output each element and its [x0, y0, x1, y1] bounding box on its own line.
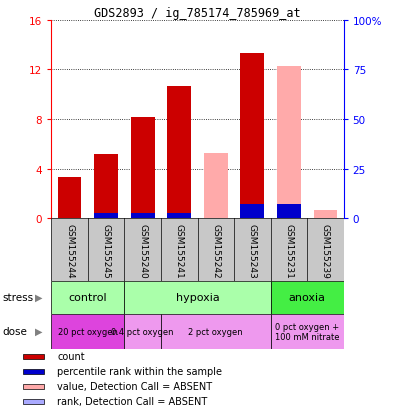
- Bar: [271, 281, 344, 314]
- Bar: [94, 154, 118, 219]
- Bar: [124, 314, 161, 349]
- Bar: [277, 204, 301, 219]
- Text: 0.4 pct oxygen: 0.4 pct oxygen: [111, 327, 174, 336]
- Text: GSM155231: GSM155231: [284, 224, 293, 279]
- Bar: [51, 281, 124, 314]
- Bar: [167, 86, 191, 219]
- Text: GSM155239: GSM155239: [321, 224, 330, 279]
- Bar: [241, 54, 264, 219]
- Bar: [23, 354, 44, 359]
- Bar: [23, 384, 44, 389]
- Bar: [124, 281, 271, 314]
- Text: GSM155240: GSM155240: [138, 224, 147, 278]
- Bar: [204, 153, 228, 219]
- Text: GSM155242: GSM155242: [211, 224, 220, 278]
- Bar: [131, 214, 154, 219]
- Text: GSM155245: GSM155245: [102, 224, 111, 278]
- Bar: [204, 215, 228, 219]
- Bar: [58, 178, 81, 219]
- Text: ▶: ▶: [35, 326, 42, 337]
- Bar: [241, 204, 264, 219]
- Text: GSM155243: GSM155243: [248, 224, 257, 278]
- Text: dose: dose: [2, 326, 27, 337]
- Text: hypoxia: hypoxia: [176, 292, 219, 302]
- Bar: [277, 66, 301, 219]
- Text: 0 pct oxygen +
100 mM nitrate: 0 pct oxygen + 100 mM nitrate: [275, 322, 339, 341]
- Text: count: count: [57, 351, 85, 361]
- Text: stress: stress: [2, 292, 33, 302]
- Text: GSM155241: GSM155241: [175, 224, 184, 278]
- Bar: [23, 369, 44, 374]
- Bar: [131, 117, 154, 219]
- Text: 2 pct oxygen: 2 pct oxygen: [188, 327, 243, 336]
- Text: GSM155244: GSM155244: [65, 224, 74, 278]
- Text: rank, Detection Call = ABSENT: rank, Detection Call = ABSENT: [57, 396, 207, 406]
- Text: anoxia: anoxia: [289, 292, 325, 302]
- Title: GDS2893 / ig_785174_785969_at: GDS2893 / ig_785174_785969_at: [94, 7, 301, 19]
- Bar: [23, 399, 44, 404]
- Bar: [167, 214, 191, 219]
- Bar: [314, 210, 337, 219]
- Text: ▶: ▶: [35, 292, 42, 302]
- Text: control: control: [69, 292, 107, 302]
- Bar: [161, 314, 271, 349]
- Bar: [271, 314, 344, 349]
- Text: percentile rank within the sample: percentile rank within the sample: [57, 366, 222, 376]
- Text: value, Detection Call = ABSENT: value, Detection Call = ABSENT: [57, 382, 213, 392]
- Bar: [58, 202, 81, 219]
- Bar: [94, 214, 118, 219]
- Bar: [277, 211, 301, 219]
- Bar: [51, 314, 124, 349]
- Text: 20 pct oxygen: 20 pct oxygen: [58, 327, 118, 336]
